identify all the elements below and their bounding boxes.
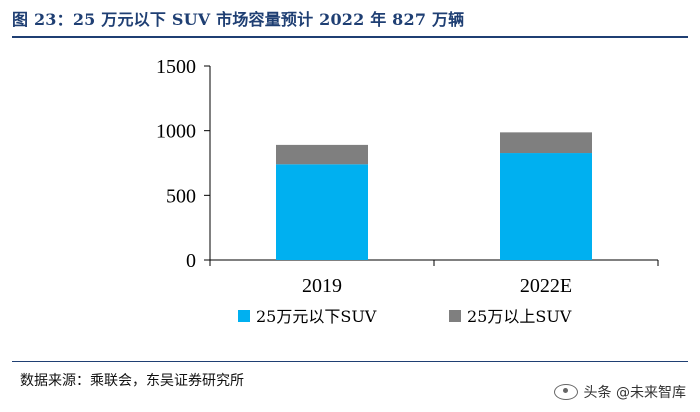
x-tick-label: 2019	[302, 275, 342, 297]
y-tick-label: 0	[186, 250, 196, 272]
legend-label: 25万以上SUV	[467, 307, 572, 326]
watermark: 头条 @未来智库	[549, 382, 690, 402]
stacked-bar-chart: 0 500 1000 1500 2019 2022E 25万元以下SUV 25万以上SUV	[156, 56, 659, 326]
bar-segment	[276, 144, 368, 165]
x-tick-label: 2022E	[520, 275, 572, 297]
bar-segment	[500, 132, 592, 154]
legend-swatch	[449, 310, 461, 322]
bar-segment	[276, 164, 368, 260]
y-tick-label: 500	[166, 185, 196, 207]
legend-swatch	[238, 310, 250, 322]
legend-label: 25万元以下SUV	[256, 307, 377, 326]
watermark-logo-icon	[553, 384, 578, 400]
title-rule	[12, 36, 688, 38]
y-tick-label: 1000	[156, 121, 196, 143]
y-tick-label: 1500	[156, 56, 196, 78]
data-source: 数据来源：乘联会，东吴证券研究所	[20, 373, 244, 389]
chart-title: 图 23：25 万元以下 SUV 市场容量预计 2022 年 827 万辆	[12, 10, 465, 29]
watermark-text: 头条 @未来智库	[583, 385, 686, 401]
bar-segment	[500, 153, 592, 260]
footer-rule	[12, 361, 688, 362]
